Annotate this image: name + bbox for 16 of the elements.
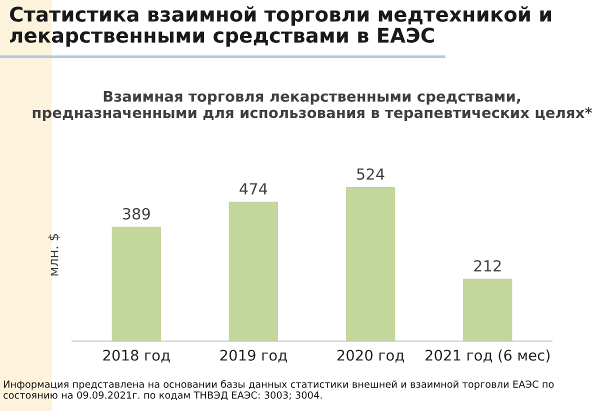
chart-title: Статистика взаимной торговли медтехникой и лекарственными средствами в ЕАЭС xyxy=(10,6,551,47)
x-tick-label: 2019 год xyxy=(220,350,287,363)
bar xyxy=(346,187,396,342)
x-tick-label: 2018 год xyxy=(103,350,170,363)
y-axis-title: млн. $ xyxy=(48,234,60,276)
bar xyxy=(463,278,512,342)
x-tick-label: 2021 год (6 мес) xyxy=(426,349,550,363)
data-label: 474 xyxy=(240,183,268,194)
data-label: 389 xyxy=(122,208,150,220)
data-label: 212 xyxy=(474,260,501,272)
text: Информация представлена на основании базы данных статистики внешней и взаимной торговли ЕАЭС по состоянию на 09.09.2021г. по кодам ТНВЭД ЕАЭС: 3003; 3004. xyxy=(4,380,554,400)
data-label: 524 xyxy=(357,168,384,180)
bar xyxy=(112,226,161,342)
bar xyxy=(228,202,278,342)
x-tick-label: 2020 год xyxy=(337,350,404,363)
chart-subtitle: Взаимная торговля лекарственными средствами, предназначенными для использования в терапевтических целях* xyxy=(32,90,592,121)
